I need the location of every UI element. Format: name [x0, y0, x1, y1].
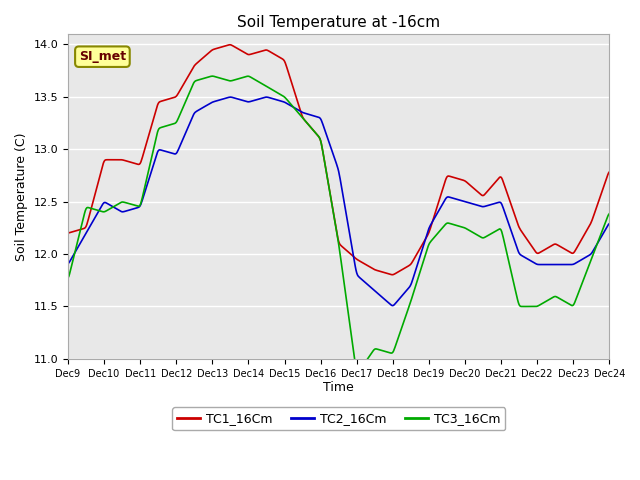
- Text: SI_met: SI_met: [79, 50, 126, 63]
- TC2_16Cm: [557, 262, 565, 267]
- TC1_16Cm: [388, 272, 396, 277]
- TC2_16Cm: [384, 299, 392, 305]
- Line: TC1_16Cm: TC1_16Cm: [68, 45, 609, 275]
- TC3_16Cm: [354, 369, 362, 375]
- TC3_16Cm: [438, 226, 445, 232]
- TC2_16Cm: [389, 303, 397, 309]
- Legend: TC1_16Cm, TC2_16Cm, TC3_16Cm: TC1_16Cm, TC2_16Cm, TC3_16Cm: [172, 408, 506, 431]
- TC2_16Cm: [331, 156, 339, 162]
- TC3_16Cm: [605, 211, 613, 216]
- TC1_16Cm: [557, 244, 565, 250]
- TC2_16Cm: [206, 100, 214, 106]
- TC2_16Cm: [438, 203, 445, 208]
- TC3_16Cm: [385, 349, 392, 355]
- TC3_16Cm: [331, 219, 339, 225]
- TC2_16Cm: [183, 127, 191, 133]
- TC1_16Cm: [605, 169, 613, 175]
- TC1_16Cm: [64, 230, 72, 236]
- TC1_16Cm: [226, 42, 234, 48]
- TC2_16Cm: [605, 221, 613, 227]
- TC1_16Cm: [206, 49, 214, 55]
- TC3_16Cm: [64, 275, 72, 281]
- Title: Soil Temperature at -16cm: Soil Temperature at -16cm: [237, 15, 440, 30]
- Y-axis label: Soil Temperature (C): Soil Temperature (C): [15, 132, 28, 261]
- X-axis label: Time: Time: [323, 382, 354, 395]
- TC2_16Cm: [64, 261, 72, 266]
- TC1_16Cm: [384, 271, 392, 276]
- TC1_16Cm: [438, 190, 445, 195]
- TC3_16Cm: [183, 96, 191, 101]
- TC1_16Cm: [331, 219, 339, 225]
- Line: TC2_16Cm: TC2_16Cm: [68, 97, 609, 306]
- TC3_16Cm: [206, 73, 214, 79]
- TC3_16Cm: [209, 73, 216, 79]
- TC1_16Cm: [183, 76, 191, 82]
- TC3_16Cm: [557, 297, 565, 302]
- Line: TC3_16Cm: TC3_16Cm: [68, 76, 609, 372]
- TC2_16Cm: [227, 94, 234, 100]
